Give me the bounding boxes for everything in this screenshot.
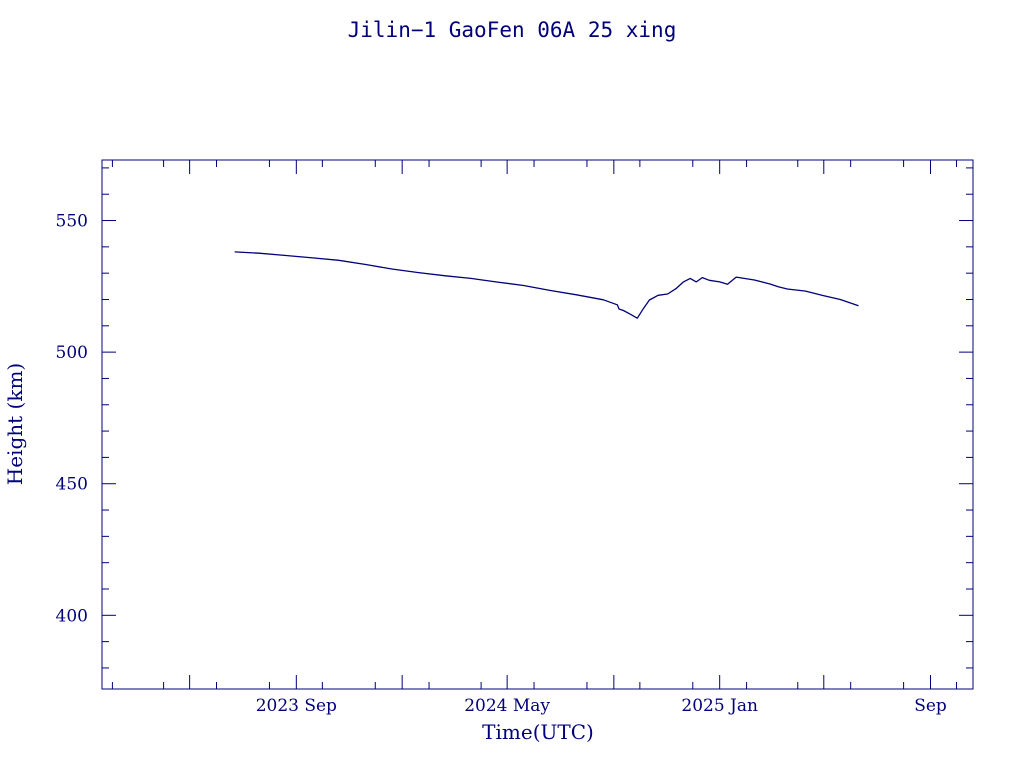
x-tick-label: 2024 May bbox=[464, 696, 550, 716]
y-tick-label: 500 bbox=[56, 343, 88, 363]
axis-ticks bbox=[102, 160, 973, 689]
x-axis-label: Time(UTC) bbox=[482, 720, 594, 744]
y-tick-label: 400 bbox=[56, 606, 88, 626]
y-tick-label: 450 bbox=[56, 475, 88, 495]
series-line bbox=[234, 251, 859, 319]
x-tick-label: 2023 Sep bbox=[256, 696, 337, 716]
x-tick-labels: 2023 Sep 2024 May 2025 Jan Sep bbox=[256, 696, 947, 716]
chart-title: Jilin−1 GaoFen 06A 25 xing bbox=[348, 18, 677, 42]
series-group bbox=[234, 251, 859, 319]
y-tick-label: 550 bbox=[56, 212, 88, 232]
x-tick-label: 2025 Jan bbox=[681, 696, 758, 716]
y-axis-label: Height (km) bbox=[3, 363, 27, 485]
y-tick-labels: 400 450 500 550 bbox=[56, 212, 88, 627]
plot-frame bbox=[101, 159, 974, 690]
x-tick-label: Sep bbox=[914, 696, 947, 716]
